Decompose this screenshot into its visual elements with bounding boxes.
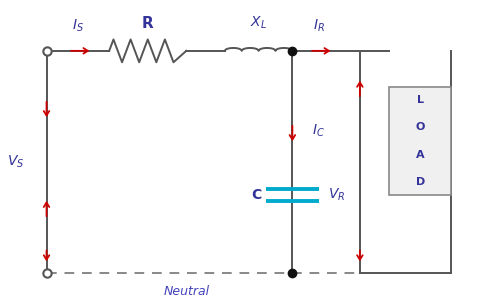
FancyBboxPatch shape xyxy=(389,87,451,195)
Text: L: L xyxy=(417,95,424,106)
Text: R: R xyxy=(142,16,154,31)
Text: $V_S$: $V_S$ xyxy=(7,154,25,170)
Text: $X_L$: $X_L$ xyxy=(250,15,267,31)
Text: C: C xyxy=(251,188,261,202)
Text: $V_R$: $V_R$ xyxy=(328,187,346,203)
Text: $I_C$: $I_C$ xyxy=(312,122,325,139)
Text: A: A xyxy=(416,150,425,159)
Text: $I_R$: $I_R$ xyxy=(313,18,325,34)
Text: Neutral: Neutral xyxy=(163,285,209,298)
Text: D: D xyxy=(415,177,425,187)
Text: $I_S$: $I_S$ xyxy=(72,18,84,34)
Text: O: O xyxy=(415,122,425,132)
